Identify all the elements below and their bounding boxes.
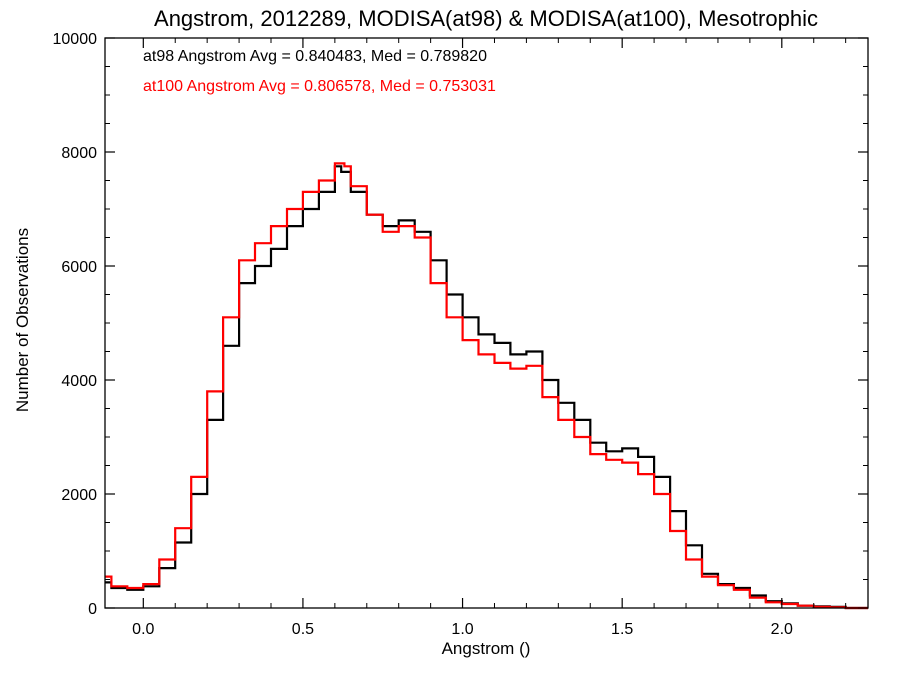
series-layer [105,162,868,610]
y-tick-label: 4000 [61,373,97,390]
chart-title: Angstrom, 2012289, MODISA(at98) & MODISA… [154,6,818,31]
ticks-layer: 0.0 0.5 1.0 1.5 2.0 0 2000 4000 6000 8000 10000 [53,31,868,638]
x-axis-title: Angstrom () [442,639,531,658]
x-tick-label: 0.0 [132,621,154,638]
series-line-0 [105,165,868,610]
y-axis-title: Number of Observations [13,228,32,412]
stats-annotation-1: at100 Angstrom Avg = 0.806578, Med = 0.7… [143,78,496,95]
y-tick-label: 6000 [61,259,97,276]
x-tick-label: 0.5 [292,621,314,638]
annotations-layer: at98 Angstrom Avg = 0.840483, Med = 0.78… [143,48,496,95]
x-tick-label: 1.5 [611,621,633,638]
x-tick-label: 1.0 [451,621,473,638]
x-tick-label: 2.0 [771,621,793,638]
plot-frame [104,37,869,609]
stats-annotation-0: at98 Angstrom Avg = 0.840483, Med = 0.78… [143,48,487,65]
y-tick-label: 0 [88,601,97,618]
y-tick-label: 8000 [61,145,97,162]
y-tick-label: 2000 [61,487,97,504]
series-line-1 [105,162,868,610]
y-tick-label: 10000 [53,31,98,48]
